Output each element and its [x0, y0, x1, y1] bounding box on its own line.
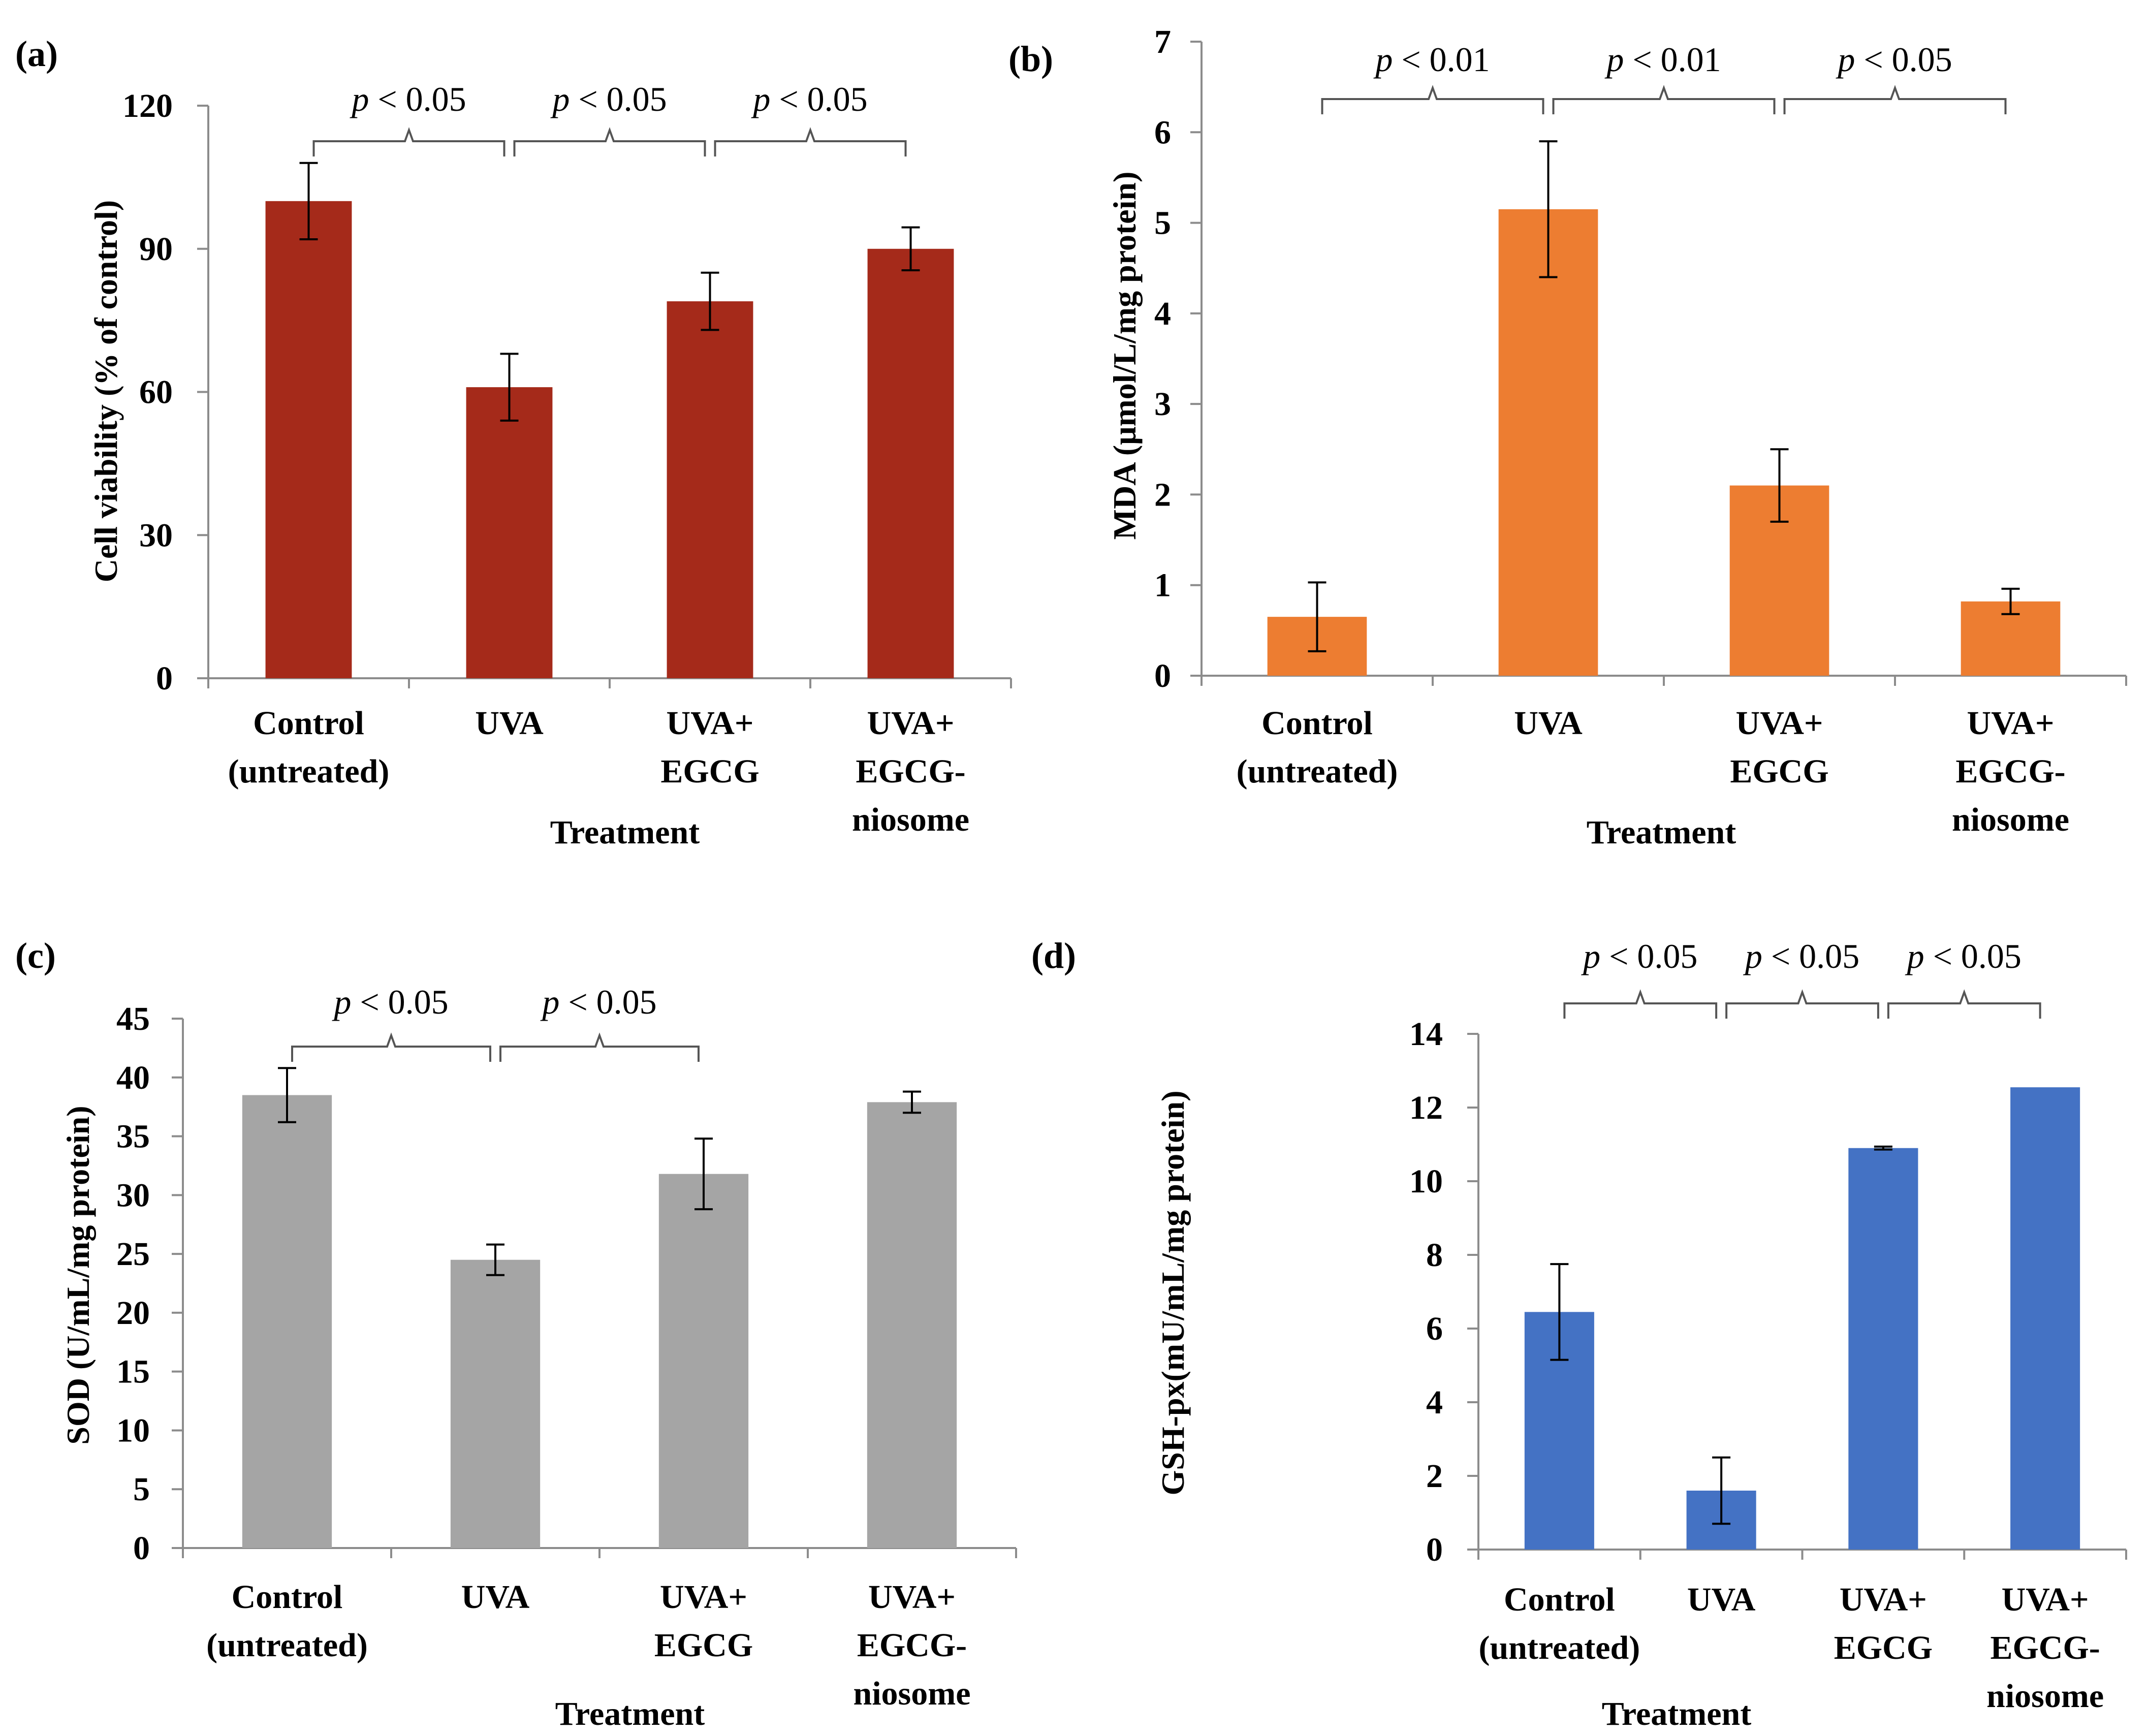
category-label: UVA [475, 705, 544, 742]
category-label: Control (untreated) [1479, 1581, 1640, 1666]
category-label: Control (untreated) [1237, 705, 1398, 790]
bar [242, 1095, 332, 1548]
significance-bracket [1563, 989, 1718, 1019]
y-tick-label: 2 [1426, 1458, 1443, 1495]
p-value-label: p < 0.05 [540, 983, 656, 1021]
y-tick-label: 45 [116, 1000, 150, 1037]
bar [1498, 209, 1598, 676]
y-tick-label: 7 [1154, 23, 1171, 60]
bar [265, 201, 352, 678]
significance-bracket [499, 1032, 700, 1062]
y-tick-label: 35 [116, 1118, 150, 1155]
y-tick-label: 4 [1154, 295, 1171, 332]
y-tick-label: 0 [133, 1530, 150, 1567]
category-label: UVA+ EGCG-niosome [852, 705, 969, 838]
p-value-label: p < 0.05 [751, 80, 867, 118]
category-label: Control (untreated) [206, 1579, 368, 1664]
x-axis-title: Treatment [1602, 1695, 1751, 1732]
panel-label: (d) [1031, 935, 1076, 976]
category-label: UVA [1687, 1581, 1756, 1618]
bar [867, 1102, 957, 1548]
y-tick-label: 4 [1426, 1384, 1443, 1421]
category-label: UVA+ EGCG [1834, 1581, 1933, 1666]
y-tick-label: 0 [1154, 657, 1171, 695]
y-tick-label: 6 [1426, 1310, 1443, 1347]
x-axis-title: Treatment [555, 1695, 705, 1732]
significance-bracket [714, 127, 907, 156]
panel-label: (a) [15, 34, 58, 74]
y-tick-label: 120 [122, 87, 173, 124]
y-tick-label: 90 [139, 231, 173, 268]
significance-bracket [513, 127, 706, 156]
y-axis-title: GSH-px(mU/mL/mg protein) [1155, 1090, 1191, 1495]
bar [1848, 1148, 1918, 1550]
category-label: UVA+ EGCG [1730, 705, 1828, 790]
p-value-label: p < 0.05 [332, 983, 448, 1021]
panel-label: (c) [15, 935, 56, 976]
y-axis-title: SOD (U/mL/mg protein) [60, 1106, 96, 1444]
y-axis-title: Cell viability (% of control) [88, 200, 124, 583]
x-axis-title: Treatment [550, 814, 700, 851]
y-tick-label: 5 [133, 1471, 150, 1508]
bar [867, 248, 954, 678]
y-tick-label: 3 [1154, 386, 1171, 423]
y-tick-label: 2 [1154, 476, 1171, 513]
y-axis-title: MDA (μmol/L/mg protein) [1107, 172, 1143, 540]
significance-bracket [1725, 989, 1879, 1019]
category-label: UVA [461, 1579, 530, 1616]
p-value-label: p < 0.05 [1905, 937, 2021, 975]
significance-bracket [312, 127, 506, 156]
category-label: Control (untreated) [228, 705, 390, 790]
p-value-label: p < 0.05 [350, 80, 466, 118]
bar [450, 1259, 541, 1548]
y-tick-label: 0 [1426, 1531, 1443, 1568]
significance-bracket [1321, 85, 1544, 114]
y-tick-label: 12 [1409, 1089, 1443, 1126]
category-label: UVA+ EGCG [660, 705, 759, 790]
y-tick-label: 10 [1409, 1163, 1443, 1200]
p-value-label: p < 0.05 [550, 80, 667, 118]
x-axis-title: Treatment [1587, 814, 1736, 851]
y-tick-label: 60 [139, 374, 173, 411]
significance-bracket [1552, 85, 1776, 114]
category-label: UVA+ EGCG-niosome [1952, 705, 2069, 838]
significance-bracket [1887, 989, 2041, 1019]
y-tick-label: 0 [156, 660, 173, 697]
y-tick-label: 10 [116, 1412, 150, 1449]
chart-panel-c: (c) 0 5 10 15 20 25 30 35 40 45 Control (untreated) U… [15, 935, 1017, 1732]
category-label: UVA+ EGCG-niosome [1986, 1581, 2104, 1715]
y-tick-label: 6 [1154, 114, 1171, 151]
chart-panel-a: (a) 0 30 60 90 120 Control (untreated) UVA UVA+ EG… [15, 34, 1012, 851]
y-tick-label: 5 [1154, 205, 1171, 242]
category-label: UVA [1514, 705, 1583, 742]
y-tick-label: 40 [116, 1059, 150, 1096]
bar [2010, 1087, 2080, 1550]
p-value-label: p < 0.05 [1581, 937, 1697, 975]
p-value-label: p < 0.01 [1604, 40, 1721, 79]
significance-bracket [291, 1032, 491, 1062]
significance-bracket [1783, 85, 2007, 114]
y-tick-label: 8 [1426, 1237, 1443, 1274]
y-tick-label: 1 [1154, 567, 1171, 604]
category-label: UVA+ EGCG-niosome [854, 1579, 971, 1712]
bar [658, 1174, 749, 1548]
p-value-label: p < 0.05 [1743, 937, 1859, 975]
y-tick-label: 20 [116, 1295, 150, 1332]
bar [667, 301, 753, 678]
y-tick-label: 14 [1409, 1016, 1443, 1053]
chart-panel-b: (b) 0 1 2 3 4 5 6 7 Control (untreated) UVA UVA+ EGCG… [1008, 23, 2127, 851]
p-value-label: p < 0.05 [1836, 40, 1952, 79]
chart-panel-d: (d) 0 2 4 6 8 10 12 14 Control (untreated) UVA UVA+ E… [1031, 935, 2127, 1732]
panel-label: (b) [1008, 39, 1053, 79]
y-tick-label: 30 [116, 1177, 150, 1214]
category-label: UVA+ EGCG [654, 1579, 753, 1664]
bar [466, 387, 553, 678]
y-tick-label: 25 [116, 1236, 150, 1273]
p-value-label: p < 0.01 [1373, 40, 1490, 79]
y-tick-label: 30 [139, 517, 173, 554]
y-tick-label: 15 [116, 1353, 150, 1391]
